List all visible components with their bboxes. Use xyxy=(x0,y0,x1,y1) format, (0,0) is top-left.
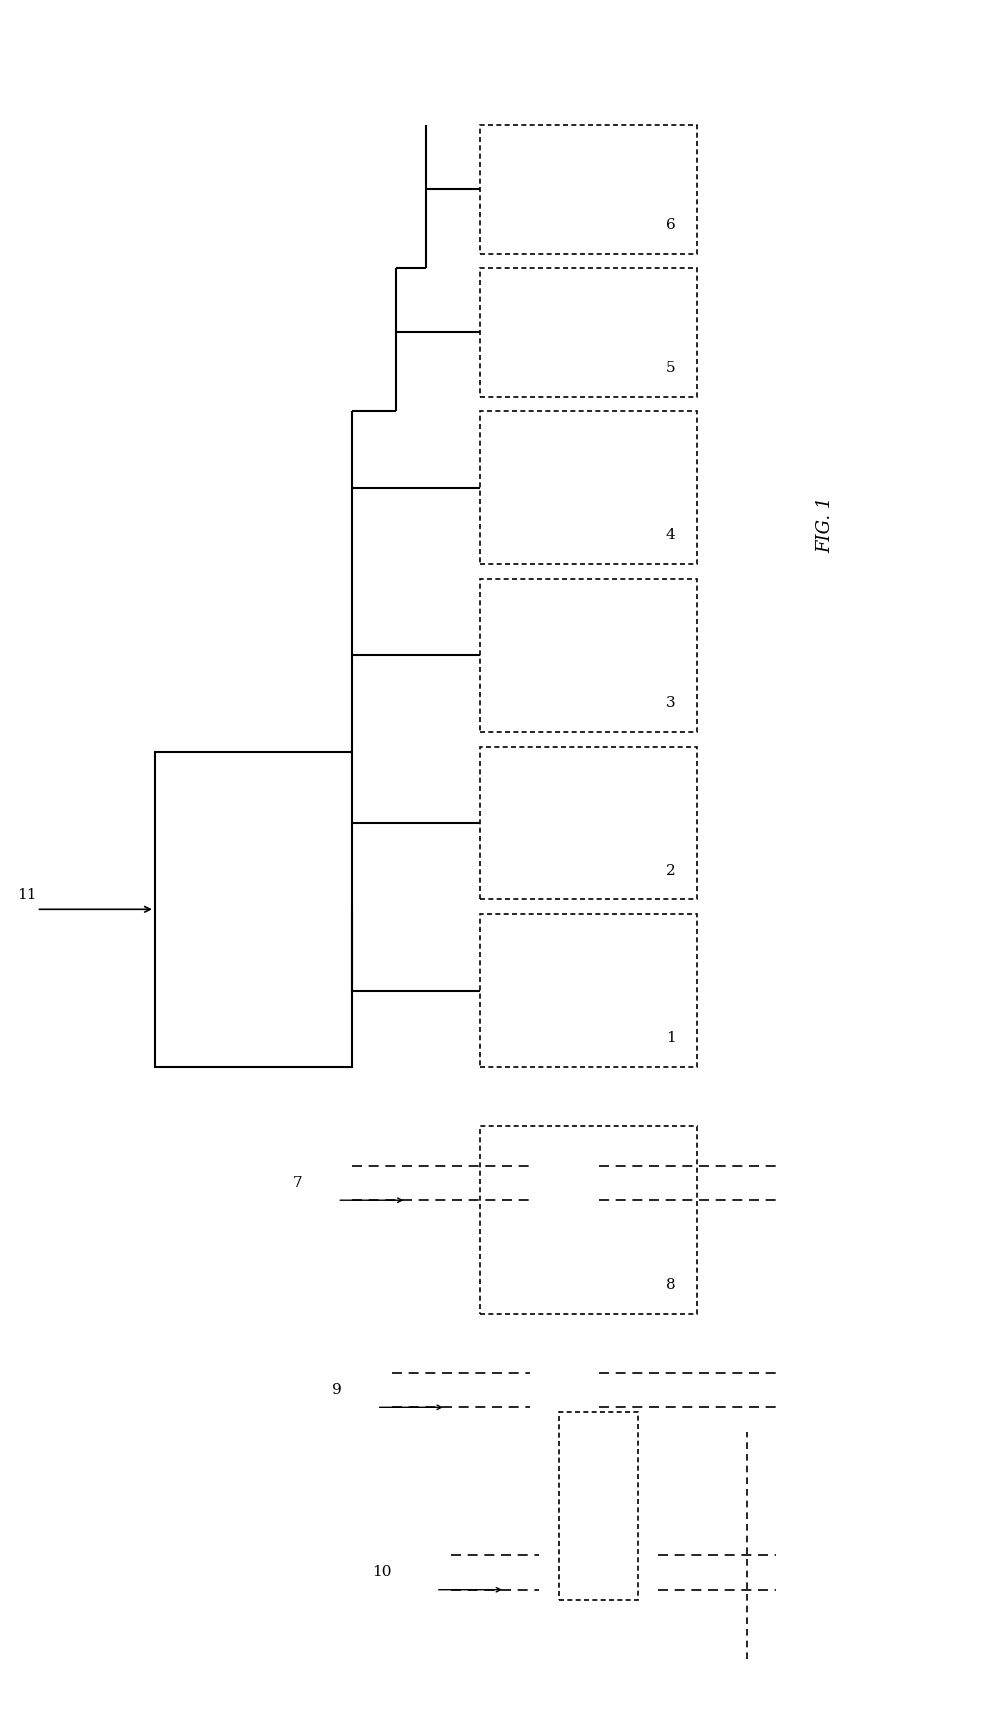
Text: 4: 4 xyxy=(666,528,676,542)
Text: 10: 10 xyxy=(372,1565,391,1579)
Text: 11: 11 xyxy=(17,889,36,903)
Text: FIG. 1: FIG. 1 xyxy=(816,497,834,552)
Text: 5: 5 xyxy=(666,361,676,375)
Text: 6: 6 xyxy=(666,218,676,232)
Bar xyxy=(480,746,697,900)
Bar xyxy=(480,411,697,564)
Bar xyxy=(480,1127,697,1314)
Bar xyxy=(480,580,697,731)
Bar xyxy=(155,752,352,1066)
Bar xyxy=(480,268,697,397)
Bar xyxy=(480,915,697,1066)
Text: 7: 7 xyxy=(293,1176,303,1190)
Text: 1: 1 xyxy=(666,1032,676,1046)
Text: 9: 9 xyxy=(332,1383,342,1397)
Text: 8: 8 xyxy=(666,1278,676,1292)
Bar xyxy=(559,1412,638,1600)
Bar xyxy=(480,126,697,253)
Text: 3: 3 xyxy=(666,697,676,710)
Text: 2: 2 xyxy=(666,863,676,877)
